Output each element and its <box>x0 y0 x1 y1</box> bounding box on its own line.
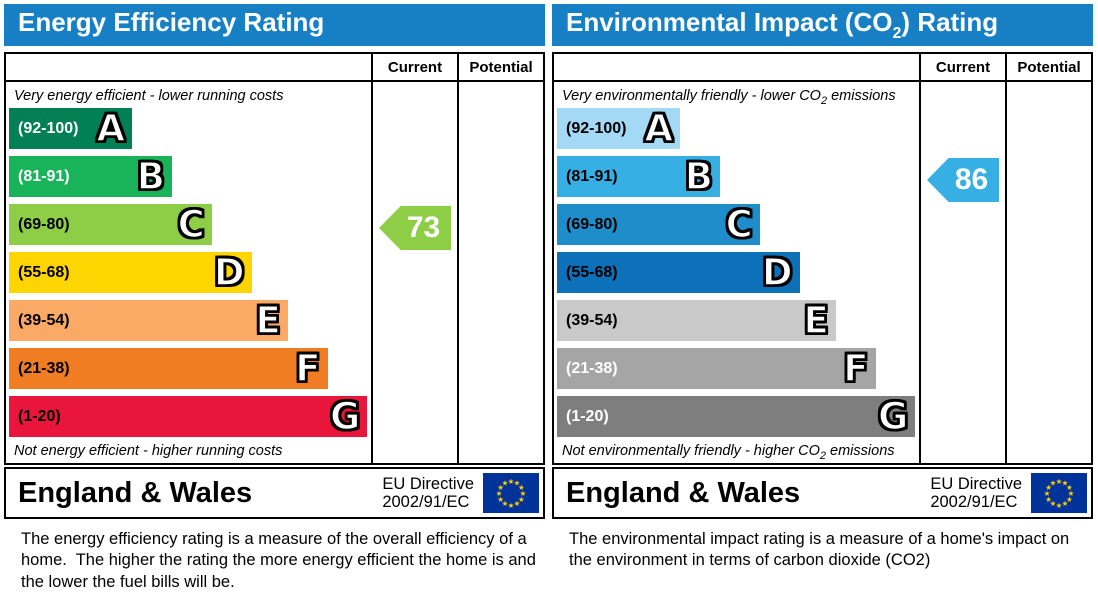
environmental-impact-panel: Environmental Impact (CO2) Rating Curren… <box>552 4 1093 593</box>
column-header-row: Current Potential <box>554 54 1091 82</box>
current-rating-arrow: 73 <box>379 206 451 250</box>
band-a: (92-100) A <box>9 107 133 150</box>
band-letter: B <box>684 155 714 198</box>
svg-text:★: ★ <box>502 499 509 508</box>
current-column: 73 <box>371 82 457 463</box>
current-column: 86 <box>919 82 1005 463</box>
svg-text:★: ★ <box>518 483 525 492</box>
band-letter: A <box>644 107 674 150</box>
region-footer: England & Wales EU Directive 2002/91/EC … <box>552 467 1093 519</box>
band-list: (92-100) A (81-91) B (69-80) C (55-68) D (39… <box>554 108 919 437</box>
current-rating-value: 73 <box>406 211 441 244</box>
band-letter: B <box>136 155 166 198</box>
band-letter: D <box>761 251 793 294</box>
band-g: (1-20) G <box>557 395 916 438</box>
co2-rating-chart: Current Potential Very environmentally f… <box>552 52 1093 465</box>
current-rating-value: 86 <box>954 163 989 196</box>
band-letter: E <box>803 299 830 342</box>
energy-rating-chart: Current Potential Very energy efficient … <box>4 52 545 465</box>
potential-column-header: Potential <box>457 54 543 80</box>
band-c: (69-80) C <box>557 204 760 245</box>
current-rating-arrow: 86 <box>927 158 999 202</box>
potential-column-header: Potential <box>1005 54 1091 80</box>
svg-text:★: ★ <box>1062 478 1069 487</box>
band-f: (21-38) F <box>557 348 876 389</box>
top-note: Very environmentally friendly - lower CO… <box>562 88 896 107</box>
band-f: (21-38) F <box>9 348 328 389</box>
top-note: Very energy efficient - lower running co… <box>14 88 284 104</box>
co2-description: The environmental impact rating is a mea… <box>569 530 1074 570</box>
svg-text:★: ★ <box>1050 499 1057 508</box>
svg-text:★: ★ <box>508 477 515 486</box>
svg-text:★: ★ <box>497 495 504 504</box>
potential-column <box>1005 82 1091 463</box>
chart-body: Very environmentally friendly - lower CO… <box>554 82 1091 463</box>
svg-text:★: ★ <box>1045 483 1052 492</box>
band-a: (92-100) A <box>557 107 681 150</box>
column-header-row: Current Potential <box>6 54 543 82</box>
eu-directive-label: EU Directive 2002/91/EC <box>930 474 1022 511</box>
svg-text:★: ★ <box>1056 477 1063 486</box>
band-letter: F <box>842 347 869 390</box>
svg-text:★: ★ <box>1068 489 1075 498</box>
header-spacer <box>6 54 371 80</box>
svg-text:★: ★ <box>1045 495 1052 504</box>
band-letter: G <box>329 395 361 438</box>
band-letter: A <box>96 107 126 150</box>
band-c: (69-80) C <box>9 204 212 245</box>
svg-text:★: ★ <box>1050 478 1057 487</box>
svg-text:★: ★ <box>497 483 504 492</box>
environmental-impact-title: Environmental Impact (CO2) Rating <box>552 4 1093 46</box>
band-letter: C <box>725 203 754 246</box>
svg-text:★: ★ <box>514 499 521 508</box>
region-label: England & Wales <box>566 476 801 509</box>
svg-text:★: ★ <box>502 478 509 487</box>
band-d: (55-68) D <box>9 252 252 293</box>
svg-text:★: ★ <box>496 489 503 498</box>
bottom-note: Not environmentally friendly - higher CO… <box>562 443 895 462</box>
energy-efficiency-panel: Energy Efficiency Rating Current Potenti… <box>4 4 545 593</box>
band-chart-area: Very energy efficient - lower running co… <box>6 82 371 463</box>
svg-text:★: ★ <box>520 489 527 498</box>
region-label: England & Wales <box>18 476 253 509</box>
chart-body: Very energy efficient - lower running co… <box>6 82 543 463</box>
svg-text:★: ★ <box>508 501 515 510</box>
band-b: (81-91) B <box>557 156 720 197</box>
svg-text:★: ★ <box>1062 499 1069 508</box>
svg-text:★: ★ <box>1044 489 1051 498</box>
eu-flag-icon: ★ ★★ ★★★ ★★★ ★★★ <box>483 473 539 513</box>
band-letter: F <box>294 347 321 390</box>
svg-text:★: ★ <box>1056 501 1063 510</box>
current-column-header: Current <box>371 54 457 80</box>
band-letter: E <box>255 299 282 342</box>
band-letter: D <box>213 251 245 294</box>
band-letter: C <box>177 203 206 246</box>
svg-text:★: ★ <box>1066 483 1073 492</box>
band-d: (55-68) D <box>557 252 800 293</box>
energy-description: The energy efficiency rating is a measur… <box>21 530 541 591</box>
band-b: (81-91) B <box>9 156 172 197</box>
bottom-note: Not energy efficient - higher running co… <box>14 443 283 459</box>
eu-directive-label: EU Directive 2002/91/EC <box>382 474 474 511</box>
eu-flag-icon: ★ ★★ ★★★ ★★★ ★★★ <box>1031 473 1087 513</box>
svg-text:★: ★ <box>1066 495 1073 504</box>
band-chart-area: Very environmentally friendly - lower CO… <box>554 82 919 463</box>
epc-rating-page: Energy Efficiency Rating Current Potenti… <box>4 4 1093 593</box>
band-g: (1-20) G <box>9 395 368 438</box>
band-e: (39-54) E <box>557 300 836 341</box>
potential-column <box>457 82 543 463</box>
band-e: (39-54) E <box>9 300 288 341</box>
header-spacer <box>554 54 919 80</box>
current-column-header: Current <box>919 54 1005 80</box>
svg-text:★: ★ <box>518 495 525 504</box>
band-list: (92-100) A (81-91) B (69-80) C (55-68) D (39… <box>6 108 371 437</box>
svg-text:★: ★ <box>514 478 521 487</box>
band-letter: G <box>877 395 909 438</box>
energy-efficiency-title: Energy Efficiency Rating <box>4 4 545 46</box>
region-footer: England & Wales EU Directive 2002/91/EC … <box>4 467 545 519</box>
